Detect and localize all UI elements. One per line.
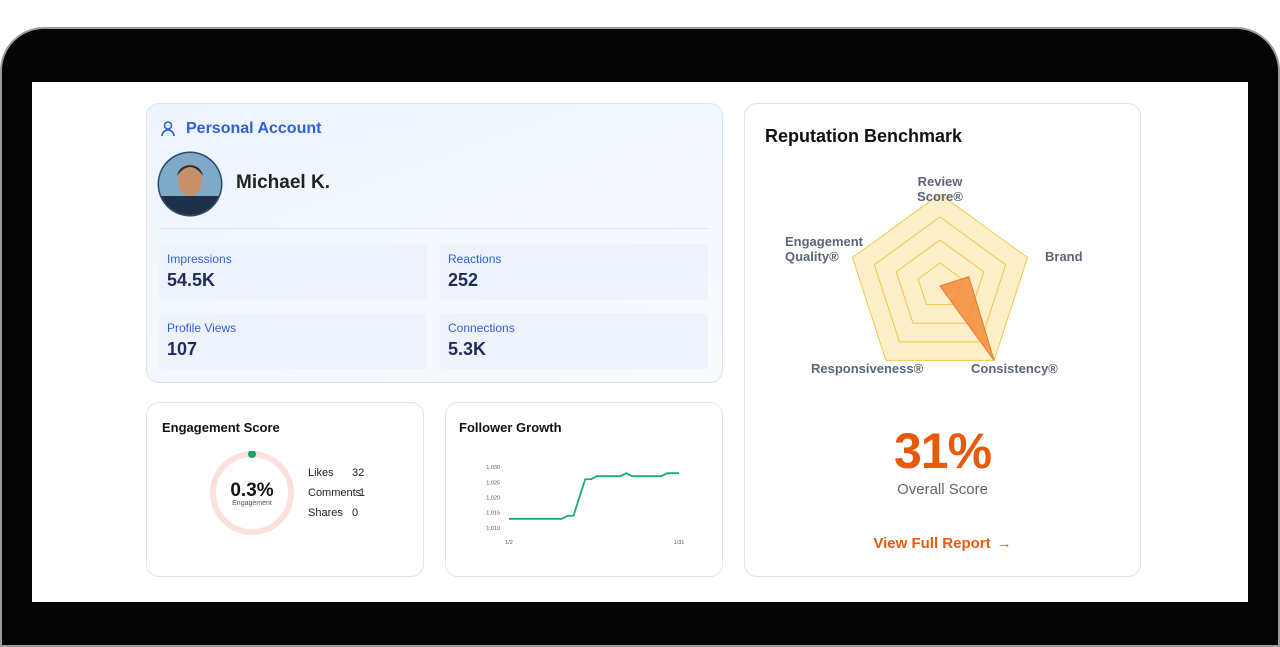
row-label: Shares xyxy=(308,507,343,519)
growth-line xyxy=(509,472,679,520)
account-name: Michael K. xyxy=(236,172,330,193)
stat-value: 252 xyxy=(448,270,479,290)
row-label: Comments xyxy=(308,487,362,499)
follower-title: Follower Growth xyxy=(459,420,562,435)
row-value: 32 xyxy=(352,467,365,479)
stat-value: 5.3K xyxy=(448,339,487,359)
stat-box: Connections 5.3K xyxy=(440,313,708,369)
y-tick-label: 1,020 xyxy=(486,496,500,502)
radar-axis-label: Review Score® xyxy=(917,174,963,204)
radar-area xyxy=(939,275,995,361)
divider xyxy=(159,228,709,229)
user-icon xyxy=(161,121,175,137)
engagement-caption: Engagement xyxy=(232,500,272,507)
page: Personal Account Michael K. Impressions 5… xyxy=(0,27,1280,647)
engagement-card: Engagement Score 0.3% Engagement Likes 32… xyxy=(146,402,424,577)
radar-ring xyxy=(873,216,1007,343)
radar-axis-label: Consistency® xyxy=(971,361,1058,376)
radar-ring xyxy=(895,239,985,324)
account-title: Personal Account xyxy=(186,120,322,137)
stat-label: Reactions xyxy=(448,252,502,266)
engagement-value: 0.3% xyxy=(230,480,274,501)
overall-score: 31% xyxy=(893,423,992,479)
stat-box: Profile Views 107 xyxy=(159,313,427,369)
radar-ring xyxy=(917,262,963,306)
stat-box: Reactions 252 xyxy=(440,244,708,300)
row-value: 1 xyxy=(359,487,366,499)
y-tick-label: 1,025 xyxy=(486,480,500,486)
benchmark-title: Reputation Benchmark xyxy=(765,126,963,146)
x-tick-label: 1/2 xyxy=(505,540,513,546)
radar-ring xyxy=(851,193,1029,361)
avatar xyxy=(157,151,223,217)
stat-label: Impressions xyxy=(167,252,232,266)
view-report-text[interactable]: View Full Report xyxy=(873,535,991,552)
radar-axis-label: Responsiveness® xyxy=(811,361,924,376)
stat-label: Profile Views xyxy=(167,321,237,335)
stat-box: Impressions 54.5K xyxy=(159,244,427,300)
radar-chart xyxy=(851,193,1029,361)
row-value: 0 xyxy=(352,507,359,519)
view-report-link[interactable]: View Full Report → xyxy=(745,535,1140,552)
stat-label: Connections xyxy=(448,321,515,335)
x-tick-label: 1/31 xyxy=(674,540,685,546)
y-tick-label: 1,030 xyxy=(486,465,500,471)
benchmark-card: Reputation Benchmark Review Score® Brand C… xyxy=(744,103,1141,577)
overall-score-label: Overall Score xyxy=(897,481,988,498)
y-tick-label: 1,015 xyxy=(486,511,500,517)
arrow-icon: → xyxy=(996,535,1012,552)
engagement-ring xyxy=(210,451,294,535)
account-card: Personal Account Michael K. Impressions 5… xyxy=(146,103,723,383)
stat-value: 54.5K xyxy=(167,270,216,290)
follower-card: Follower Growth 1,010 1,015 1,020 1,025 1,03… xyxy=(445,402,723,577)
engagement-title: Engagement Score xyxy=(162,420,280,435)
follower-chart: 1,010 1,015 1,020 1,025 1,030 1/2 1/31 xyxy=(486,465,685,546)
stat-value: 107 xyxy=(167,339,198,359)
radar-axis-label: Brand xyxy=(1045,249,1083,264)
row-label: Likes xyxy=(308,467,334,479)
y-tick-label: 1,010 xyxy=(486,526,500,532)
radar-axis-label: Engagement Quality® xyxy=(785,234,864,264)
